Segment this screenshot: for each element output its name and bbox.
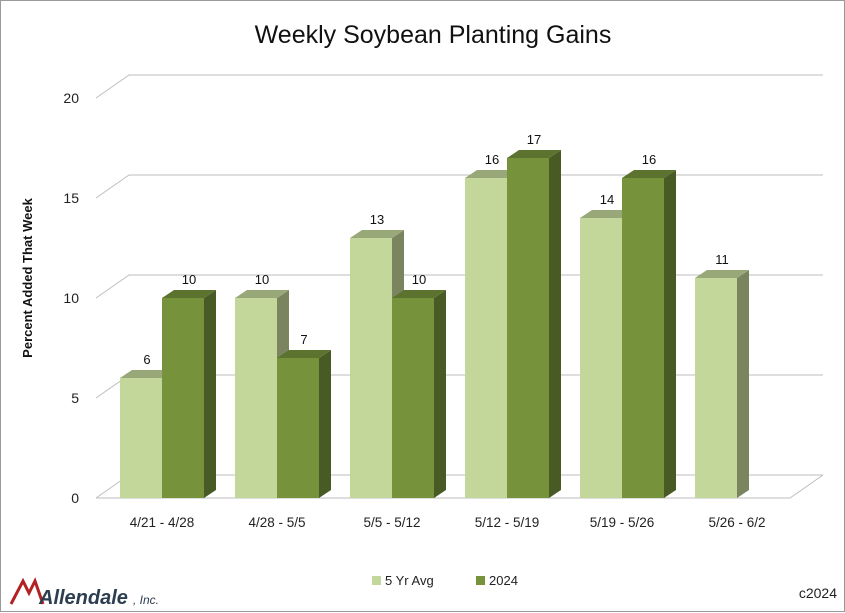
logo-suffix: , Inc.: [133, 593, 159, 607]
copyright-text: c2024: [799, 585, 837, 601]
bar-2024-1: [277, 350, 331, 498]
gridline-15: [95, 174, 823, 199]
legend-swatch-5yr: [372, 576, 381, 585]
data-label: 13: [370, 212, 384, 227]
gridline-20: [95, 74, 823, 99]
bar-5yr-5: [695, 270, 749, 498]
data-label: 11: [715, 252, 729, 267]
bar-2024-4: [622, 170, 676, 498]
x-tick-label: 5/26 - 6/2: [708, 515, 765, 530]
data-label: 14: [600, 192, 614, 207]
data-label: 16: [485, 152, 499, 167]
chart-title: Weekly Soybean Planting Gains: [255, 21, 612, 49]
y-tick-label: 10: [63, 290, 79, 306]
data-labels: 6 10 10 7 13 10 16 17 14 16 11: [143, 132, 728, 367]
y-tick-label: 0: [71, 490, 79, 506]
data-label: 6: [143, 352, 150, 367]
legend: 5 Yr Avg 2024: [372, 573, 518, 588]
x-tick-label: 5/12 - 5/19: [475, 515, 540, 530]
allendale-logo: Allendale , Inc.: [9, 577, 159, 609]
y-tick-label: 15: [63, 190, 79, 206]
data-label: 16: [642, 152, 656, 167]
data-label: 10: [255, 272, 269, 287]
bars: [120, 150, 749, 498]
y-axis-label: Percent Added That Week: [20, 197, 35, 357]
legend-swatch-2024: [476, 576, 485, 585]
bar-2024-3: [507, 150, 561, 498]
logo-mark-icon: [9, 577, 45, 605]
data-label: 10: [182, 272, 196, 287]
legend-label-5yr: 5 Yr Avg: [385, 573, 434, 588]
logo-text: Allendale: [38, 587, 128, 609]
x-tick-label: 5/5 - 5/12: [363, 515, 420, 530]
bar-2024-0: [162, 290, 216, 498]
y-axis-ticks: 0 5 10 15 20: [63, 90, 79, 506]
x-tick-label: 4/21 - 4/28: [130, 515, 195, 530]
x-tick-label: 5/19 - 5/26: [590, 515, 655, 530]
data-label: 7: [300, 332, 307, 347]
x-axis-ticks: 4/21 - 4/28 4/28 - 5/5 5/5 - 5/12 5/12 - 5/…: [130, 515, 766, 530]
legend-label-2024: 2024: [489, 573, 518, 588]
bar-2024-2: [392, 290, 446, 498]
data-label: 10: [412, 272, 426, 287]
y-tick-label: 5: [71, 390, 79, 406]
x-tick-label: 4/28 - 5/5: [248, 515, 305, 530]
floor-edge: [96, 474, 824, 499]
y-tick-label: 20: [63, 90, 79, 106]
data-label: 17: [527, 132, 541, 147]
